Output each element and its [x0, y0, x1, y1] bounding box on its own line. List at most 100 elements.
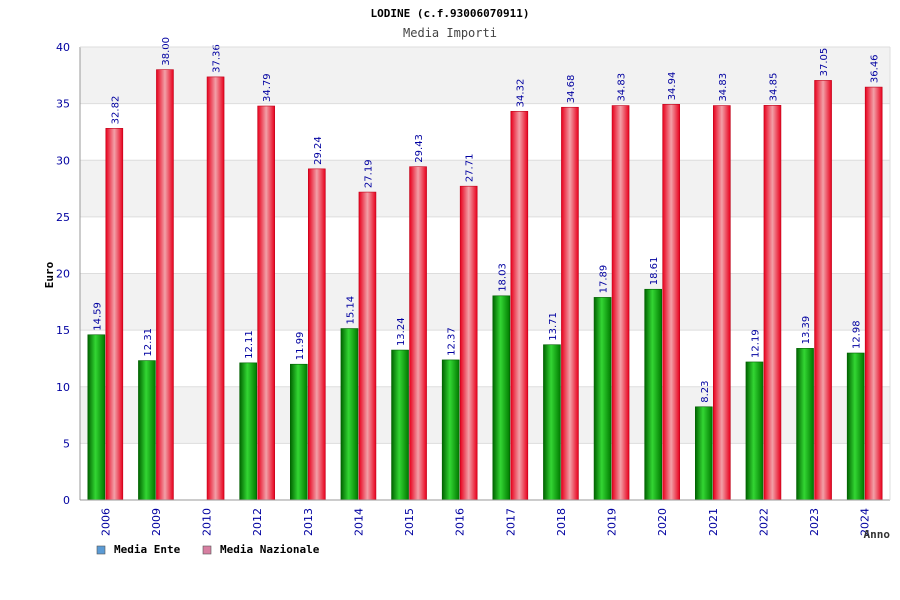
bar-value-label: 36.46: [870, 54, 881, 83]
bar-value-label: 12.37: [447, 327, 458, 356]
bar-value-label: 37.36: [212, 44, 223, 73]
bar-value-label: 11.99: [295, 332, 306, 361]
x-tick-label: 2016: [454, 508, 467, 536]
bar-value-label: 29.43: [414, 134, 425, 163]
x-tick-label: 2024: [859, 508, 872, 536]
bar-media-nazionale: [763, 105, 782, 501]
bar-value-label: 37.05: [819, 48, 830, 77]
bar-media-nazionale: [105, 128, 124, 501]
bar-value-label: 34.83: [617, 73, 628, 102]
x-tick-label: 2014: [352, 508, 365, 536]
x-tick-label: 2012: [251, 508, 264, 536]
bar-media-nazionale: [257, 105, 275, 501]
y-axis-label: Euro: [43, 261, 56, 288]
legend-swatch-media-ente: [96, 545, 106, 555]
bar-media-nazionale: [662, 104, 680, 501]
bar-media-ente: [644, 288, 662, 501]
bar-value-label: 14.59: [92, 302, 103, 331]
x-tick-label: 2018: [555, 508, 568, 536]
bar-media-ente: [796, 348, 814, 501]
bar-value-label: 13.39: [801, 316, 812, 345]
y-tick-label: 30: [56, 154, 70, 167]
bar-value-label: 34.83: [718, 73, 729, 102]
x-tick-label: 2019: [606, 508, 619, 536]
bar-value-label: 13.71: [548, 312, 559, 341]
bar-media-ente: [340, 328, 359, 501]
bar-media-nazionale: [510, 111, 529, 501]
x-tick-label: 2021: [707, 508, 720, 536]
bar-value-label: 32.82: [110, 96, 121, 125]
x-tick-label: 2006: [99, 508, 112, 536]
bar-value-label: 18.61: [649, 257, 660, 286]
bar-media-ente: [846, 352, 865, 501]
bar-media-ente: [745, 361, 764, 501]
bar-media-ente: [543, 344, 561, 501]
bar-media-ente: [138, 360, 156, 501]
bar-value-label: 38.00: [161, 37, 172, 66]
bar-media-nazionale: [206, 76, 225, 501]
x-tick-label: 2020: [656, 508, 669, 536]
bar-media-ente: [441, 359, 460, 501]
x-tick-label: 2009: [150, 508, 163, 536]
bar-media-nazionale: [358, 191, 377, 501]
legend-label-media-nazionale: Media Nazionale: [220, 543, 320, 556]
legend: Media Ente Media Nazionale: [96, 543, 320, 556]
x-tick-label: 2023: [808, 508, 821, 536]
x-tick-label: 2022: [757, 508, 770, 536]
bar-media-ente: [87, 334, 106, 501]
axes: [79, 46, 891, 501]
bar-media-ente: [290, 363, 308, 501]
bar-value-label: 34.32: [515, 79, 526, 108]
bar-media-ente: [695, 406, 713, 501]
bar-value-label: 12.31: [143, 328, 154, 357]
y-tick-label: 10: [56, 381, 70, 394]
bar-value-label: 12.98: [852, 320, 863, 349]
bar-value-label: 15.14: [345, 296, 356, 325]
y-tick-label: 35: [56, 98, 70, 111]
x-tick-label: 2017: [504, 508, 517, 536]
bar-media-ente: [239, 362, 257, 501]
bar-value-label: 34.94: [667, 72, 678, 101]
bar-value-label: 12.19: [750, 329, 761, 358]
bar-value-label: 27.71: [465, 154, 476, 183]
y-tick-label: 25: [56, 211, 70, 224]
bar-media-nazionale: [459, 185, 478, 501]
bar-media-nazionale: [308, 168, 326, 501]
x-tick-labels: 2006 2009 2010 2012 2013 2014 2015 2016 2017 2018…: [99, 508, 871, 536]
bar-media-nazionale: [611, 105, 630, 501]
bar-value-label: 12.11: [244, 330, 255, 359]
bars: [87, 69, 883, 501]
bar-media-nazionale: [814, 80, 832, 501]
chart-subtitle: Media Importi: [403, 26, 497, 40]
y-tick-label: 0: [63, 494, 70, 507]
x-tick-label: 2015: [403, 508, 416, 536]
legend-label-media-ente: Media Ente: [114, 543, 181, 556]
y-tick-label: 20: [56, 268, 70, 281]
bar-value-label: 13.24: [396, 317, 407, 346]
bar-value-label: 34.85: [768, 73, 779, 102]
bar-media-nazionale: [409, 166, 427, 501]
bar-media-ente: [593, 297, 612, 501]
chart-title: LODINE (c.f.93006070911): [371, 7, 530, 20]
y-tick-label: 40: [56, 41, 70, 54]
bar-value-label: 17.89: [599, 265, 610, 294]
bar-media-nazionale: [561, 106, 579, 501]
y-tick-label: 5: [63, 437, 70, 450]
bar-value-label: 18.03: [497, 263, 508, 292]
y-tick-label: 15: [56, 324, 70, 337]
bar-value-label: 34.79: [262, 73, 273, 102]
bar-value-label: 34.68: [566, 75, 577, 104]
bar-value-label: 27.19: [363, 159, 374, 188]
x-tick-label: 2010: [201, 508, 214, 536]
x-axis-label: Anno: [864, 528, 891, 541]
bar-value-label: 8.23: [700, 381, 711, 403]
bar-media-nazionale: [713, 105, 731, 501]
bar-value-labels: 14.59 32.82 12.31 38.00 37.36 12.11 34.79 11.99…: [92, 37, 880, 403]
x-tick-label: 2013: [302, 508, 315, 536]
bar-media-nazionale: [864, 86, 883, 501]
bar-media-nazionale: [156, 69, 174, 501]
bar-value-label: 29.24: [313, 136, 324, 165]
y-tick-labels: 0 5 10 15 20 25 30 35 40: [56, 41, 70, 507]
legend-swatch-media-nazionale: [202, 545, 212, 555]
